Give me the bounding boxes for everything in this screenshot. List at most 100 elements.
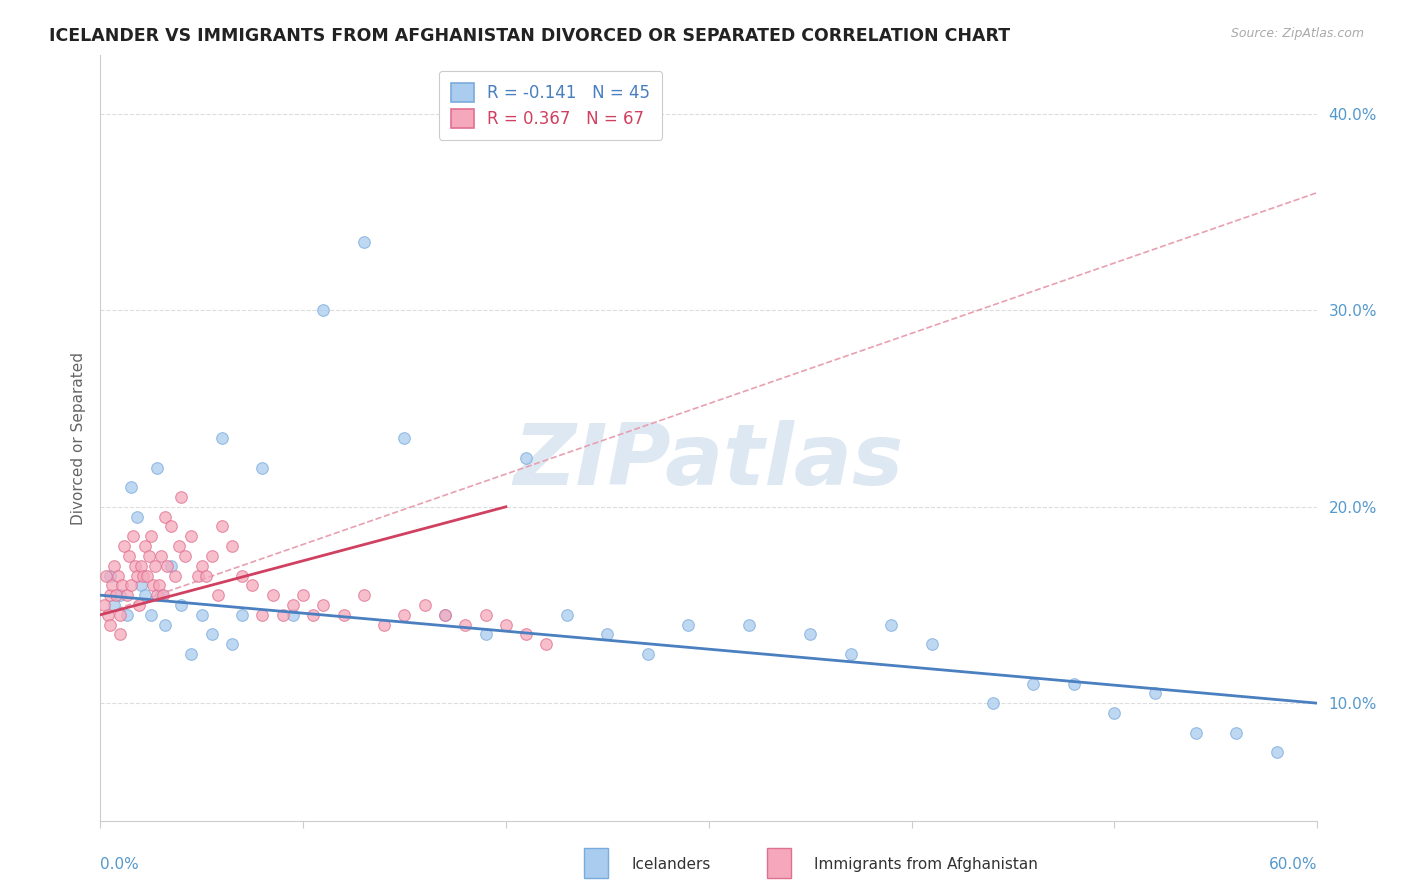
Text: ICELANDER VS IMMIGRANTS FROM AFGHANISTAN DIVORCED OR SEPARATED CORRELATION CHART: ICELANDER VS IMMIGRANTS FROM AFGHANISTAN… [49,27,1011,45]
Point [117,549,139,563]
Point [98,617,121,632]
Point [139,607,162,622]
Point [115,588,138,602]
Point [201,627,224,641]
Point [637,647,659,661]
Point [207,588,229,602]
Point [153,617,176,632]
Point [1104,706,1126,720]
Point [1063,676,1085,690]
Point [150,588,173,602]
Point [120,578,142,592]
Point [165,568,187,582]
Point [252,460,274,475]
Point [174,549,197,563]
Point [413,598,436,612]
Text: Icelanders: Icelanders [631,857,711,872]
Point [107,568,129,582]
Point [474,607,496,622]
Point [434,607,457,622]
Point [129,578,152,592]
Point [394,431,416,445]
Point [148,578,170,592]
Point [555,607,578,622]
Text: 60.0%: 60.0% [1268,857,1317,872]
Point [160,558,183,573]
Point [353,588,375,602]
Point [146,588,169,602]
Point [281,607,304,622]
Point [121,529,143,543]
Point [474,627,496,641]
Point [103,598,125,612]
Text: Immigrants from Afghanistan: Immigrants from Afghanistan [814,857,1038,872]
Point [738,617,761,632]
Point [515,450,537,465]
Point [103,558,125,573]
Point [271,607,294,622]
Point [105,588,128,602]
Point [373,617,395,632]
Point [129,558,152,573]
Point [231,568,253,582]
Point [134,588,156,602]
Point [981,696,1004,710]
Point [139,529,162,543]
Point [799,627,821,641]
Point [152,588,174,602]
Point [142,578,165,592]
Legend: R = -0.141   N = 45, R = 0.367   N = 67: R = -0.141 N = 45, R = 0.367 N = 67 [439,71,662,140]
Point [281,598,304,612]
Point [150,549,173,563]
Point [515,627,537,641]
Point [186,568,208,582]
Point [180,647,202,661]
Point [115,607,138,622]
Point [1022,676,1045,690]
Point [1265,745,1288,759]
Point [252,607,274,622]
Point [353,235,375,249]
Point [146,460,169,475]
Point [201,549,224,563]
Point [921,637,943,651]
Point [135,568,157,582]
Point [839,647,862,661]
Point [1184,725,1206,739]
Point [124,558,146,573]
Point [143,558,166,573]
Point [536,637,558,651]
Point [332,607,354,622]
Point [153,509,176,524]
Point [96,568,118,582]
Y-axis label: Divorced or Separated: Divorced or Separated [72,351,86,524]
Text: ZIPatlas: ZIPatlas [513,419,904,502]
Point [134,539,156,553]
Point [190,558,212,573]
Point [231,607,253,622]
Point [240,578,263,592]
Point [454,617,477,632]
Point [262,588,284,602]
Point [434,607,457,622]
Point [170,490,193,504]
Point [98,568,121,582]
Point [211,519,233,533]
Point [302,607,325,622]
Point [170,598,193,612]
Point [125,568,148,582]
Point [1144,686,1167,700]
Point [125,509,148,524]
Text: 0.0%: 0.0% [100,857,139,872]
Point [194,568,217,582]
Point [221,539,243,553]
Point [120,480,142,494]
Point [596,627,619,641]
Point [114,539,136,553]
Point [312,303,335,318]
Point [111,578,134,592]
Point [132,568,155,582]
Point [180,529,202,543]
Point [495,617,517,632]
Point [292,588,315,602]
